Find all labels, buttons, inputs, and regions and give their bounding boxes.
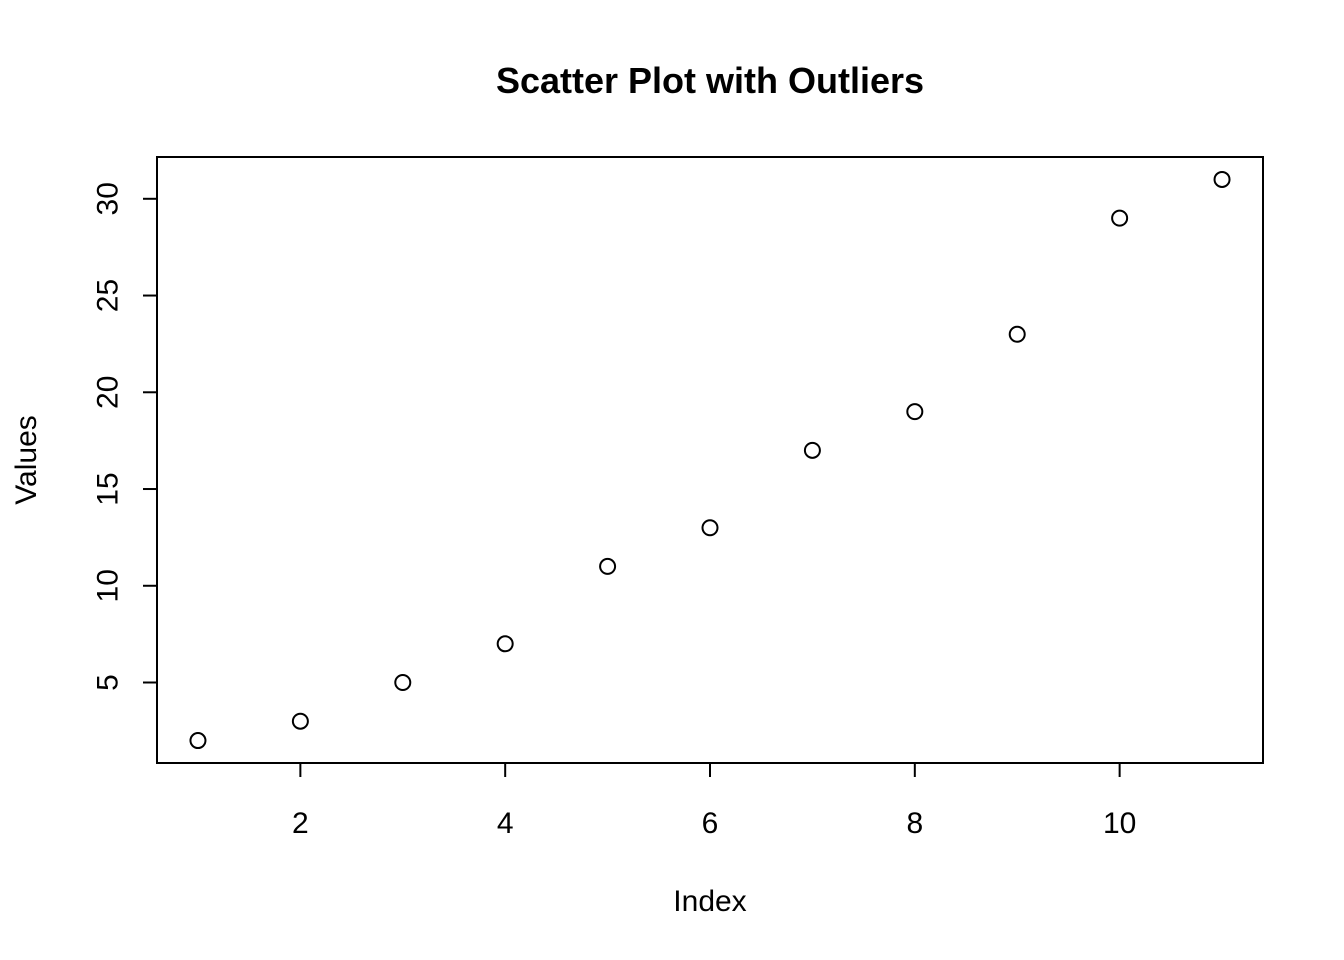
- plot-frame: [156, 156, 1264, 764]
- y-tick-label-2: 15: [92, 472, 125, 505]
- x-tick-label-4: 10: [1103, 807, 1136, 840]
- data-point-6: [803, 441, 821, 459]
- data-point-2: [394, 674, 412, 692]
- data-point-3: [496, 635, 514, 653]
- y-tick-label-1: 10: [92, 569, 125, 602]
- y-tick-label-3: 20: [92, 376, 125, 409]
- y-axis: 5 10 15 20 25 30: [92, 182, 157, 691]
- y-tick-label-4: 25: [92, 279, 125, 312]
- data-point-5: [701, 519, 719, 537]
- x-tick-label-3: 8: [906, 807, 923, 840]
- x-tick-label-1: 4: [497, 807, 514, 840]
- x-axis-label: Index: [673, 885, 746, 918]
- data-point-10: [1213, 170, 1231, 188]
- data-point-8: [1008, 325, 1026, 343]
- data-point-9: [1111, 209, 1129, 227]
- x-tick-label-0: 2: [292, 807, 309, 840]
- x-tick-label-2: 6: [702, 807, 719, 840]
- data-point-0: [189, 732, 207, 750]
- x-axis: 2 4 6 8 10: [292, 763, 1136, 840]
- y-tick-label-0: 5: [92, 674, 125, 691]
- chart-title: Scatter Plot with Outliers: [496, 60, 924, 101]
- data-point-4: [599, 557, 617, 575]
- data-point-7: [906, 403, 924, 421]
- data-point-1: [291, 712, 309, 730]
- y-axis-label: Values: [10, 415, 43, 505]
- data-points: [189, 170, 1231, 750]
- y-tick-label-5: 30: [92, 182, 125, 215]
